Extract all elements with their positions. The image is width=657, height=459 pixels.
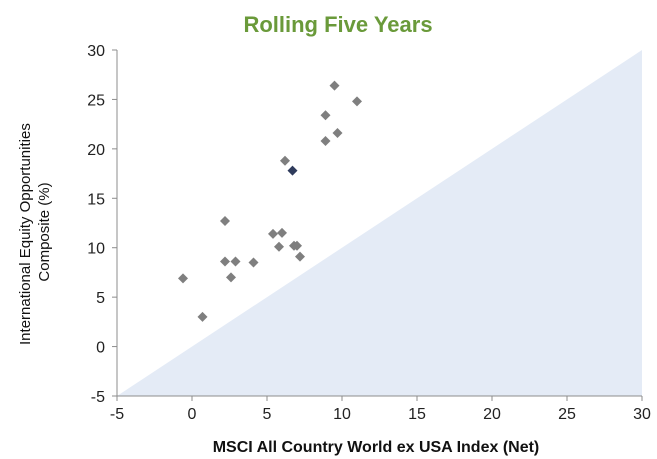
y-axis-label-line-1: International Equity Opportunities bbox=[17, 123, 34, 345]
x-tick-label: 30 bbox=[633, 406, 651, 423]
y-tick-label: 5 bbox=[96, 290, 105, 307]
x-axis-label: MSCI All Country World ex USA Index (Net… bbox=[213, 439, 540, 456]
data-point bbox=[292, 240, 302, 251]
data-point bbox=[280, 155, 290, 166]
x-tick-label: 15 bbox=[408, 406, 426, 423]
data-point bbox=[230, 256, 241, 267]
data-point bbox=[320, 110, 331, 121]
data-point bbox=[220, 256, 230, 267]
data-points bbox=[178, 80, 362, 322]
data-point bbox=[178, 273, 188, 284]
data-point bbox=[274, 241, 284, 252]
data-point bbox=[329, 80, 340, 91]
y-tick-label: 20 bbox=[87, 142, 105, 159]
y-axis-label: International Equity Opportunities Compo… bbox=[17, 119, 53, 345]
x-tick-label: 10 bbox=[333, 406, 351, 423]
data-point bbox=[332, 128, 343, 139]
x-tick-label: 5 bbox=[263, 406, 272, 423]
data-point bbox=[220, 216, 230, 227]
x-tick-label: 20 bbox=[483, 406, 501, 423]
chart-title: Rolling Five Years bbox=[243, 12, 432, 37]
data-point bbox=[295, 251, 305, 262]
x-tick-label: 0 bbox=[188, 406, 197, 423]
y-tick-label: 30 bbox=[87, 43, 105, 60]
y-tick-label: 25 bbox=[87, 92, 105, 109]
y-tick-label: 0 bbox=[96, 340, 105, 357]
y-axis-label-line-2: Composite (%) bbox=[36, 182, 53, 281]
data-point bbox=[248, 257, 259, 268]
highlight-data-point bbox=[287, 165, 298, 176]
outperformance-region bbox=[117, 50, 642, 396]
y-tick-label: 10 bbox=[87, 241, 105, 258]
x-tick-label: 25 bbox=[558, 406, 576, 423]
data-point bbox=[197, 311, 208, 322]
axes bbox=[112, 49, 643, 401]
y-tick-label: -5 bbox=[91, 389, 105, 406]
y-tick-labels: -5 0 5 10 15 20 25 30 bbox=[87, 43, 105, 406]
x-tick-labels: -5 0 5 10 15 20 25 30 bbox=[110, 406, 651, 423]
x-tick-label: -5 bbox=[110, 406, 124, 423]
data-point bbox=[352, 96, 362, 107]
data-point bbox=[277, 227, 287, 238]
data-point bbox=[226, 272, 236, 283]
data-point bbox=[268, 228, 278, 239]
y-tick-label: 15 bbox=[87, 191, 105, 208]
data-point bbox=[320, 135, 331, 146]
